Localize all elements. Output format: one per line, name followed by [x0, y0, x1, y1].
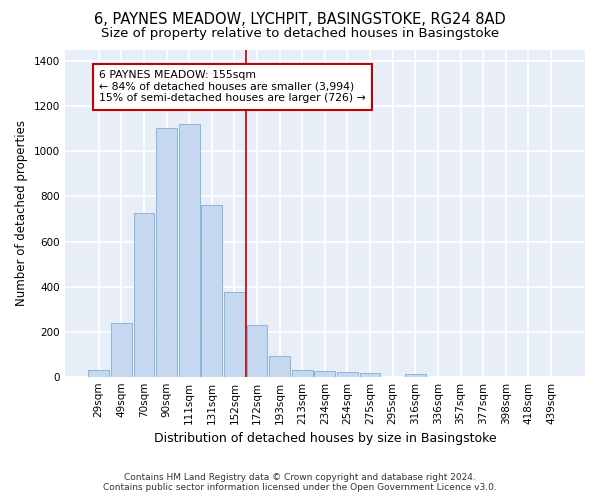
Bar — [88, 370, 109, 376]
Bar — [292, 370, 313, 376]
Bar — [179, 124, 200, 376]
Text: Size of property relative to detached houses in Basingstoke: Size of property relative to detached ho… — [101, 28, 499, 40]
Bar — [247, 325, 268, 376]
Bar — [359, 374, 380, 376]
Bar — [269, 356, 290, 376]
Bar — [314, 371, 335, 376]
Bar — [202, 206, 222, 376]
Bar — [405, 374, 425, 376]
Bar — [224, 292, 245, 376]
Bar — [156, 128, 177, 376]
Text: 6 PAYNES MEADOW: 155sqm
← 84% of detached houses are smaller (3,994)
15% of semi: 6 PAYNES MEADOW: 155sqm ← 84% of detache… — [99, 70, 366, 104]
Y-axis label: Number of detached properties: Number of detached properties — [15, 120, 28, 306]
Text: Contains HM Land Registry data © Crown copyright and database right 2024.
Contai: Contains HM Land Registry data © Crown c… — [103, 473, 497, 492]
Bar — [111, 322, 132, 376]
X-axis label: Distribution of detached houses by size in Basingstoke: Distribution of detached houses by size … — [154, 432, 496, 445]
Text: 6, PAYNES MEADOW, LYCHPIT, BASINGSTOKE, RG24 8AD: 6, PAYNES MEADOW, LYCHPIT, BASINGSTOKE, … — [94, 12, 506, 28]
Bar — [337, 372, 358, 376]
Bar — [134, 214, 154, 376]
